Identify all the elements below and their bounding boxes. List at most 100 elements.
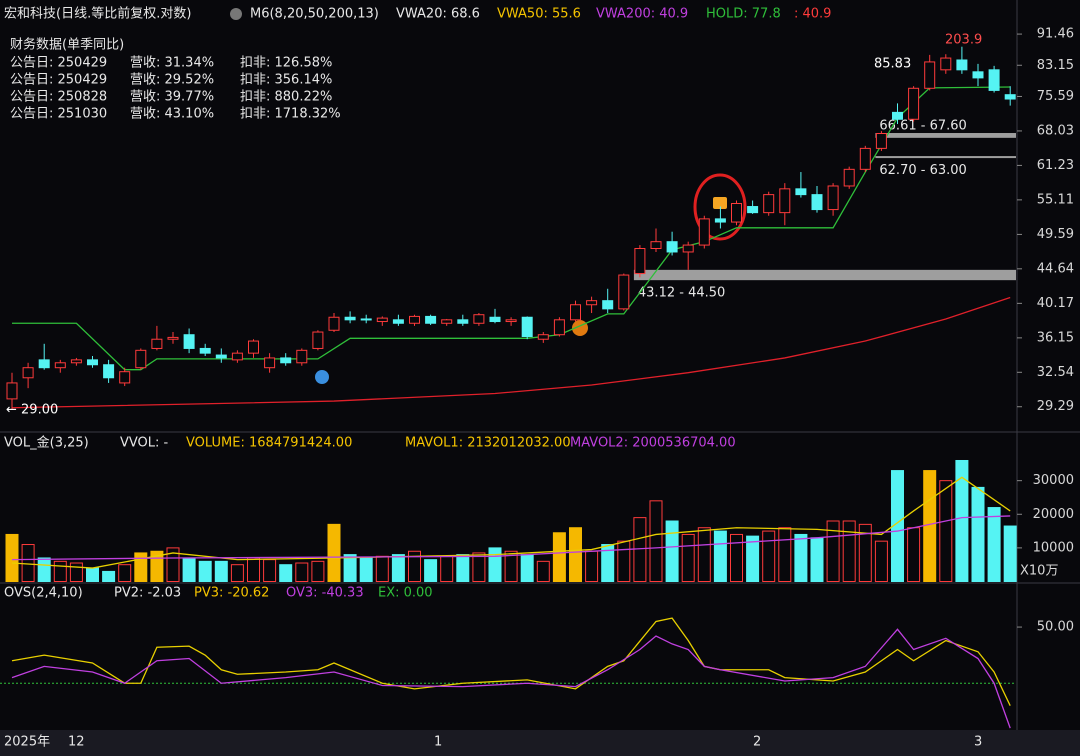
volume-bar xyxy=(697,527,711,582)
candle-body xyxy=(151,338,163,349)
candle-body xyxy=(956,59,968,71)
volume-bar xyxy=(874,540,888,583)
candle-body xyxy=(682,244,694,253)
volume-bar xyxy=(730,533,743,582)
candle-body xyxy=(763,194,775,214)
candle-body xyxy=(892,111,903,120)
candle-body xyxy=(843,168,855,187)
finance-cell: 公告日: 251030 xyxy=(10,107,107,122)
candle-body xyxy=(602,300,614,310)
volume-bar xyxy=(504,550,518,582)
volume-bar xyxy=(617,540,631,583)
candle-body xyxy=(199,347,211,354)
y-tick-label: 32.54 xyxy=(1037,365,1074,380)
volume-bar xyxy=(649,500,663,582)
volume-bar xyxy=(923,470,937,582)
highlight-circle xyxy=(693,173,747,241)
candle-body xyxy=(859,147,871,170)
y-tick-label: 29.29 xyxy=(1037,399,1074,414)
volume-bar xyxy=(198,560,212,582)
candle-body xyxy=(618,274,630,310)
volume-bar xyxy=(102,570,116,582)
volume-bar xyxy=(134,552,148,583)
candle-body xyxy=(22,367,34,379)
candle-body xyxy=(360,318,372,321)
finance-cell: 公告日: 250828 xyxy=(10,90,107,105)
candle-body xyxy=(215,354,227,359)
ex: EX: 0.00 xyxy=(378,586,433,601)
volume-bar xyxy=(440,555,454,582)
candle-body xyxy=(521,316,533,338)
volume-bar xyxy=(456,554,470,582)
candle-body xyxy=(714,218,726,223)
candle-body xyxy=(747,206,759,214)
candle-body xyxy=(537,334,549,340)
candle-body xyxy=(231,352,243,361)
candle-body xyxy=(296,349,308,364)
volume-bar xyxy=(86,567,99,583)
candle-body xyxy=(908,87,920,120)
candle-body xyxy=(167,336,179,340)
x-label: 3 xyxy=(974,735,982,750)
candle-body xyxy=(264,357,276,369)
volume-bar xyxy=(987,507,1001,583)
candle-body xyxy=(87,359,98,366)
candle-body xyxy=(553,319,565,336)
finance-cell: 扣非: 880.22% xyxy=(240,90,332,105)
volume-bar xyxy=(53,560,67,582)
y-tick-label: 10000 xyxy=(1033,540,1074,555)
candle-body xyxy=(779,188,791,214)
y-tick-label: 20000 xyxy=(1033,507,1074,522)
finance-cell: 营收: 43.10% xyxy=(130,107,214,122)
candle-body xyxy=(54,362,66,369)
ov3: OV3: -40.33 xyxy=(286,586,364,601)
vwa20: VWA20: 68.6 xyxy=(396,7,480,22)
volume-bar xyxy=(408,550,421,582)
x-label: 2 xyxy=(753,735,761,750)
y-tick-label: 75.59 xyxy=(1037,89,1074,104)
volume-bar xyxy=(343,554,357,582)
candle-body xyxy=(827,185,839,211)
toggle[interactable] xyxy=(230,8,242,20)
candle-body xyxy=(70,359,82,364)
volume-bar xyxy=(939,480,953,583)
volume-bar xyxy=(21,544,35,582)
y-tick-label: 91.46 xyxy=(1037,27,1074,42)
volume-bar xyxy=(569,527,582,582)
volume-bar xyxy=(585,550,599,582)
zone xyxy=(875,133,1016,138)
y-tick-label: 83.15 xyxy=(1037,58,1074,73)
volume-bar xyxy=(842,520,856,583)
volume-bar xyxy=(295,562,309,583)
volume-bar xyxy=(1003,525,1017,583)
volume-bar xyxy=(536,560,550,582)
finance-cell: 营收: 29.52% xyxy=(130,73,214,88)
candle-body xyxy=(940,57,952,71)
volume-bar xyxy=(375,555,389,582)
candle-body xyxy=(586,300,598,306)
pv3: PV3: -20.62 xyxy=(194,586,269,601)
candle-body xyxy=(698,218,710,246)
x-label: 2025年 xyxy=(4,735,50,750)
candle-body xyxy=(505,319,517,323)
annotation: 85.83 xyxy=(874,57,911,72)
volume-bar xyxy=(424,559,438,583)
volume-bar xyxy=(601,544,615,582)
volume-bar xyxy=(858,523,872,582)
volume-bar xyxy=(891,470,904,582)
event-icon[interactable] xyxy=(713,197,727,209)
candle-body xyxy=(312,331,324,349)
candle-body xyxy=(38,359,50,369)
pv2: PV2: -2.03 xyxy=(114,586,181,601)
y-tick-label: 40.17 xyxy=(1037,296,1074,311)
volume: VOLUME: 1684791424.00 xyxy=(186,436,352,451)
vvol: VVOL: - xyxy=(120,436,169,451)
candle-body xyxy=(634,248,646,275)
finance-cell: 公告日: 250429 xyxy=(10,73,107,88)
candle-body xyxy=(280,357,292,364)
signal-ball[interactable] xyxy=(315,370,329,384)
indicator: M6(8,20,50,200,13) xyxy=(250,7,379,22)
zone xyxy=(875,156,1016,159)
annotation: ← 29.00 xyxy=(6,403,58,418)
ovs-name: OVS(2,4,10) xyxy=(4,586,83,601)
